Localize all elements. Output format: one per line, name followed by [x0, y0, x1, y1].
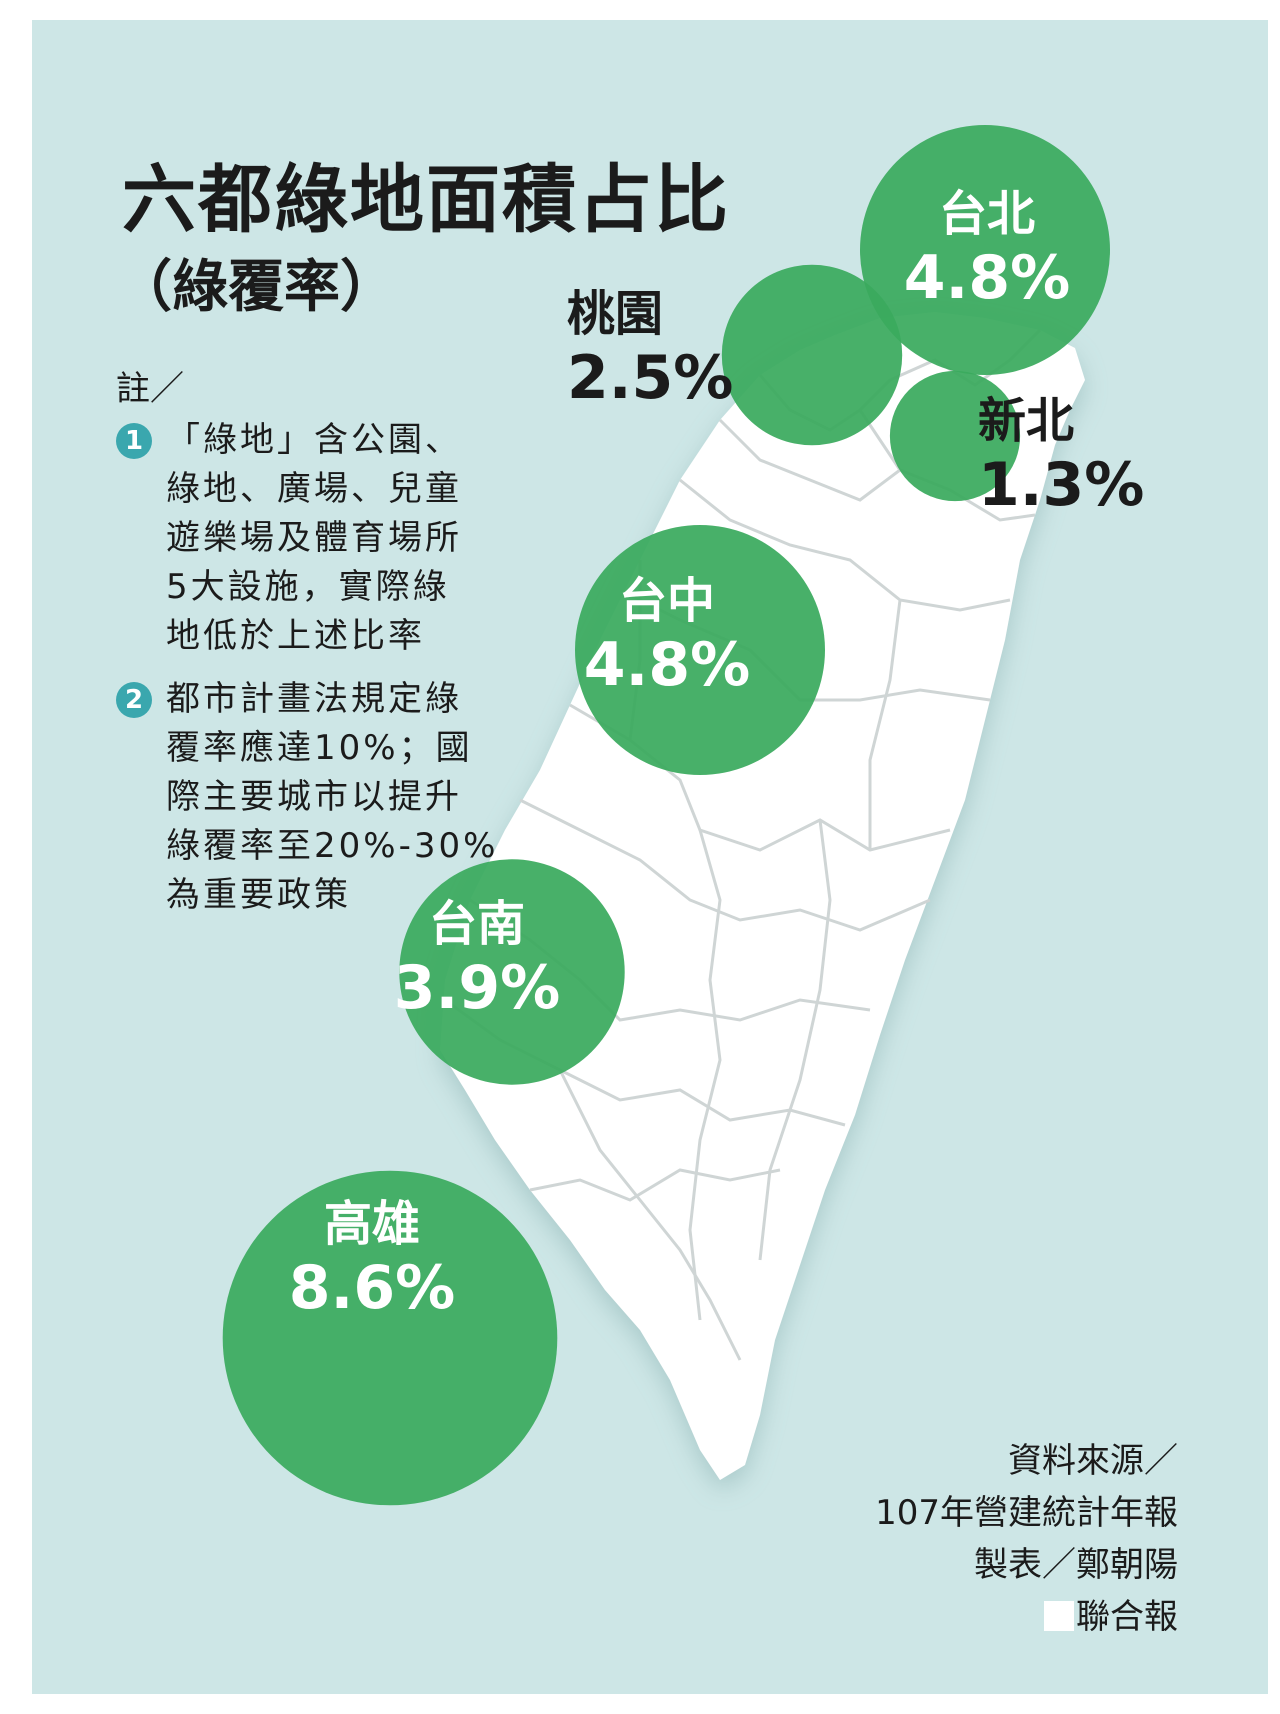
bubble-new-taipei: [889, 370, 1021, 502]
note-line: 覆率應達10%；國: [166, 728, 473, 768]
city-value: 4.8%: [903, 243, 1071, 313]
chart-maker: 製表／鄭朝陽: [974, 1545, 1178, 1585]
note-line: 「綠地」含公園、: [166, 420, 462, 460]
note-number-badge: 1: [116, 423, 152, 459]
bubble-group: [222, 125, 1110, 1506]
note-line: 5大設施，實際綠: [166, 567, 450, 607]
city-value: 1.3%: [978, 450, 1145, 520]
city-value: 2.5%: [567, 343, 734, 413]
infographic-panel: 六都綠地面積占比 （綠覆率） 註／ 1 「綠地」含公園、 綠地、廣場、兒童 遊樂…: [32, 20, 1268, 1694]
publisher-name: 聯合報: [1076, 1597, 1178, 1637]
city-name: 桃園: [567, 286, 664, 342]
note-line: 遊樂場及體育場所: [166, 518, 462, 558]
bubble-taichung: [575, 525, 825, 775]
city-name: 台中: [618, 573, 715, 629]
note-item-2: 2 都市計畫法規定綠 覆率應達10%；國 際主要城市以提升 綠覆率至20%-30…: [116, 675, 536, 920]
note-line: 都市計畫法規定綠: [166, 679, 462, 719]
note-line: 地低於上述比率: [166, 616, 425, 656]
chart-subtitle: （綠覆率）: [116, 255, 396, 320]
publisher-logo-square: [1044, 1601, 1074, 1631]
city-label-taipei: 台北 4.8%: [872, 185, 1102, 313]
note-number-badge: 2: [116, 682, 152, 718]
source-credits: 資料來源／ 107年營建統計年報 製表／鄭朝陽 聯合報: [875, 1435, 1178, 1643]
city-value: 4.8%: [583, 630, 751, 700]
chart-title: 六都綠地面積占比: [122, 157, 730, 243]
city-name: 台南: [428, 896, 525, 952]
city-name: 高雄: [323, 1196, 420, 1252]
bubble-taoyuan: [721, 264, 903, 446]
publisher: 聯合報: [875, 1591, 1178, 1643]
city-name: 新北: [978, 393, 1075, 449]
note-line: 際主要城市以提升: [166, 777, 462, 817]
note-item-1: 1 「綠地」含公園、 綠地、廣場、兒童 遊樂場及體育場所 5大設施，實際綠 地低…: [116, 416, 536, 661]
bubble-taipei: [860, 125, 1110, 375]
city-value: 8.6%: [288, 1253, 456, 1323]
city-label-kaohsiung: 高雄 8.6%: [232, 1195, 512, 1323]
notes-section: 註／ 1 「綠地」含公園、 綠地、廣場、兒童 遊樂場及體育場所 5大設施，實際綠…: [116, 365, 536, 934]
city-label-taoyuan: 桃園 2.5%: [567, 285, 733, 413]
bubble-tainan: [399, 859, 625, 1085]
bubble-kaohsiung: [222, 1170, 558, 1506]
city-label-new-taipei: 新北 1.3%: [978, 392, 1144, 520]
city-value: 3.9%: [393, 953, 561, 1023]
taiwan-map: [222, 125, 1110, 1506]
source-name: 107年營建統計年報: [875, 1493, 1178, 1533]
city-label-tainan: 台南 3.9%: [367, 895, 587, 1023]
note-line: 綠地、廣場、兒童: [166, 469, 462, 509]
city-name: 台北: [938, 186, 1035, 242]
notes-heading: 註／: [116, 369, 184, 409]
city-label-taichung: 台中 4.8%: [552, 572, 782, 700]
source-label: 資料來源／: [1008, 1441, 1178, 1481]
note-line: 綠覆率至20%-30%: [166, 826, 499, 866]
note-line: 為重要政策: [166, 875, 351, 915]
